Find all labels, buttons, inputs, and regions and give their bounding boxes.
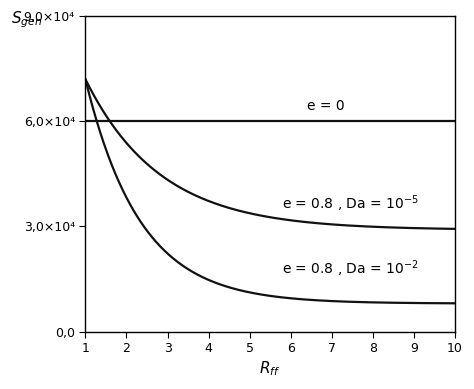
Y-axis label: $S_{gen}$: $S_{gen}$ <box>11 10 42 30</box>
Text: e = 0: e = 0 <box>307 98 345 112</box>
Text: e = 0.8 , Da = 10$^{-2}$: e = 0.8 , Da = 10$^{-2}$ <box>283 258 419 279</box>
Text: e = 0.8 , Da = 10$^{-5}$: e = 0.8 , Da = 10$^{-5}$ <box>283 193 419 214</box>
X-axis label: $R_{ff}$: $R_{ff}$ <box>259 359 281 378</box>
